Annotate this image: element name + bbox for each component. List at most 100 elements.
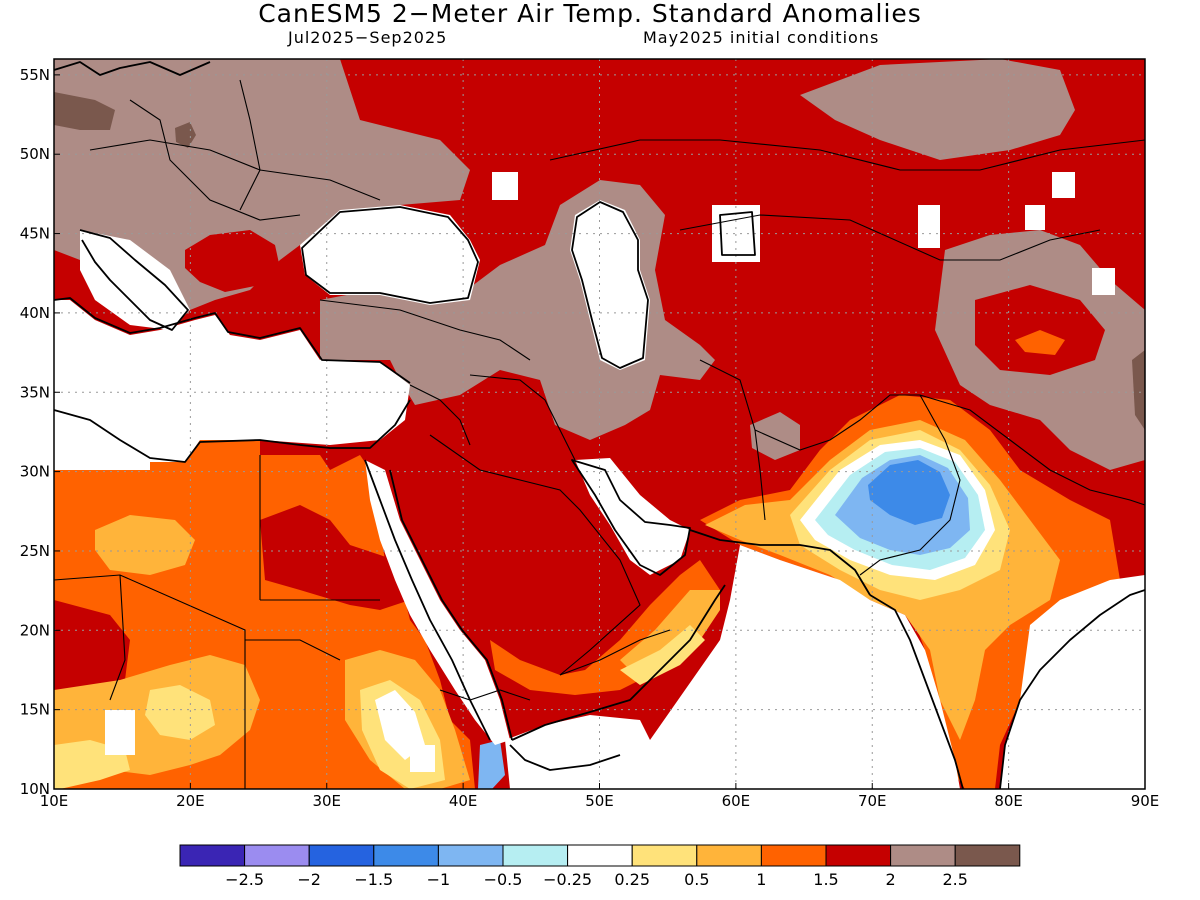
caspian-sea xyxy=(570,200,650,370)
anomaly-region-siberia-2-to-2-5 xyxy=(800,59,1075,160)
lat-tick-label: 25N xyxy=(20,542,50,560)
initial-conditions: May2025 initial conditions xyxy=(643,28,880,47)
coast-red-sea-east xyxy=(389,469,513,741)
border-chad-niger xyxy=(109,574,126,701)
border-kazakh-north xyxy=(549,139,1146,171)
colorbar-swatch xyxy=(696,844,762,867)
border-iraq-iran xyxy=(469,374,576,461)
lat-tick-label: 10N xyxy=(20,780,50,798)
anomaly-region-pakistan-neg-1 xyxy=(868,460,950,525)
bay-of-bengal xyxy=(1005,600,1145,789)
colorbar-label: 1.5 xyxy=(813,870,838,889)
colorbar-label: −1 xyxy=(427,870,451,889)
lat-tick-label: 50N xyxy=(20,145,50,163)
lon-tick-label: 70E xyxy=(858,792,887,810)
border-turkey xyxy=(319,299,531,361)
colorbar-label: 2.5 xyxy=(942,870,967,889)
colorbar-label: 0.25 xyxy=(614,870,650,889)
coast-india-east xyxy=(999,589,1146,790)
border-syria-jordan xyxy=(409,384,471,446)
map-title: CanESM5 2−Meter Air Temp. Standard Anoma… xyxy=(258,0,922,28)
border-ethiopia xyxy=(439,689,531,701)
anomaly-region-far-east-above-2-5 xyxy=(1132,350,1145,430)
lat-tick-label: 55N xyxy=(20,66,50,84)
coast-black-sea xyxy=(301,206,479,304)
coast-africa-north xyxy=(53,399,411,463)
colorbar-swatch xyxy=(825,844,892,867)
border-pak-india xyxy=(859,394,961,576)
anomaly-region-west-africa-1-5-to-2 xyxy=(54,600,130,690)
coastlines xyxy=(53,61,1146,790)
coast-horn xyxy=(509,744,621,771)
colorbar-label: −1.5 xyxy=(354,870,393,889)
lat-tick-label: 45N xyxy=(20,225,50,243)
lon-tick-label: 60E xyxy=(722,792,751,810)
colorbar-swatch xyxy=(308,844,375,867)
lat-tick-label: 40N xyxy=(20,304,50,322)
anomaly-field xyxy=(54,59,1145,789)
lon-tick-label: 30E xyxy=(312,792,341,810)
mediterranean-sea xyxy=(54,300,410,470)
colorbar-label: −2 xyxy=(297,870,321,889)
anomaly-spot-above-2-5 xyxy=(175,122,196,148)
latitude-axis: 55N 50N 45N 40N 35N 30N 25N 20N 15N 10N xyxy=(20,66,60,798)
colorbar-swatch xyxy=(502,844,569,867)
lon-tick-label: 80E xyxy=(994,792,1023,810)
colorbar-swatch xyxy=(244,844,310,867)
colorbar-swatch xyxy=(954,844,1021,867)
anomaly-region-europe-2-to-2-5 xyxy=(54,59,470,310)
border-sudan xyxy=(245,639,341,661)
anomaly-region-neutral-horn xyxy=(375,690,425,760)
lat-tick-label: 20N xyxy=(20,621,50,639)
colorbar-label: −0.5 xyxy=(484,870,523,889)
aral-sea xyxy=(712,205,760,262)
anomaly-region-afghanistan-2-to-2-5 xyxy=(750,412,800,460)
anomaly-region-chad-0-5-to-1 xyxy=(95,515,195,575)
coast-iran-south xyxy=(689,529,871,596)
anomaly-region-egypt-1-5-to-2 xyxy=(260,505,410,610)
anomaly-spot-1-to-1-5 xyxy=(1015,330,1065,355)
black-sea xyxy=(300,205,480,305)
lon-tick-label: 90E xyxy=(1131,792,1160,810)
colorbar-label: 1 xyxy=(756,870,766,889)
red-sea xyxy=(365,460,510,745)
colorbar-swatch xyxy=(631,844,698,867)
colorbar-swatch xyxy=(179,844,246,867)
neutral-block-2 xyxy=(105,710,135,755)
neutral-mask xyxy=(54,172,1145,789)
lake-small-4 xyxy=(1092,268,1115,295)
lake-small-2 xyxy=(1025,205,1045,230)
border-europe-1 xyxy=(89,139,381,201)
coast-caspian xyxy=(571,201,649,369)
persian-gulf xyxy=(575,458,690,575)
colorbar-label: −0.25 xyxy=(543,870,592,889)
lake-small-5 xyxy=(492,172,518,200)
border-afghan-pak xyxy=(754,394,920,451)
gulf-of-aden xyxy=(505,715,655,789)
anomaly-region-sahel-0-25-to-0-5 xyxy=(145,685,215,740)
anomaly-region-balkans-1-5-to-2 xyxy=(185,230,280,292)
coast-italy xyxy=(79,229,189,331)
border-yemen-oman xyxy=(559,629,671,676)
longitude-axis: 10E 20E 30E 40E 50E 60E 70E 80E 90E xyxy=(40,783,1160,810)
border-central-asia xyxy=(679,214,1101,261)
lon-tick-label: 40E xyxy=(449,792,478,810)
coast-europe-north xyxy=(53,61,211,76)
neutral-block-1 xyxy=(410,745,435,772)
coast-mediterranean-north xyxy=(53,297,411,384)
border-sahara-lines xyxy=(53,574,246,789)
colorbar-swatch xyxy=(890,844,956,867)
lat-tick-label: 15N xyxy=(20,701,50,719)
coast-red-sea-west xyxy=(364,459,491,741)
colorbar-swatch xyxy=(567,844,633,867)
lon-tick-label: 50E xyxy=(585,792,614,810)
italy-neutral xyxy=(80,230,190,330)
country-borders xyxy=(53,79,1146,789)
lat-tick-label: 35N xyxy=(20,383,50,401)
coast-india-west xyxy=(869,594,964,790)
anomaly-region-europe-above-2-5 xyxy=(54,92,115,130)
lon-tick-label: 10E xyxy=(40,792,69,810)
lake-small-1 xyxy=(918,205,940,248)
coast-aral xyxy=(719,211,756,256)
